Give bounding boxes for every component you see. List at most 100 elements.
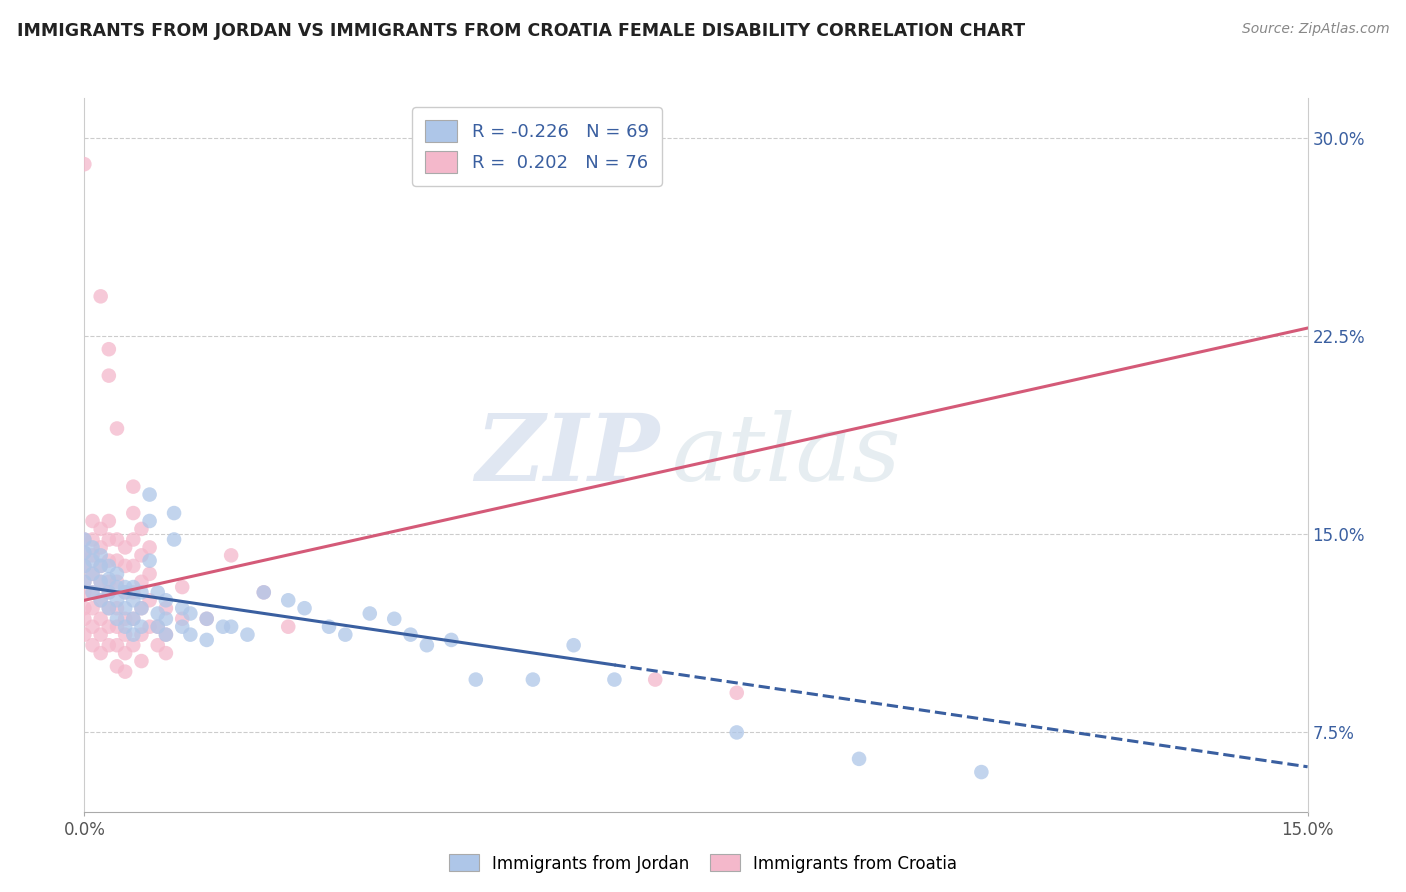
Point xyxy=(122,593,145,607)
Point xyxy=(122,480,145,494)
Point xyxy=(138,620,160,634)
Point xyxy=(90,646,112,660)
Point xyxy=(131,549,153,563)
Point xyxy=(73,157,96,171)
Point xyxy=(122,533,145,547)
Point xyxy=(82,601,104,615)
Point xyxy=(82,566,104,581)
Point xyxy=(644,673,666,687)
Point xyxy=(105,620,128,634)
Point xyxy=(73,585,96,599)
Point xyxy=(105,593,128,607)
Point xyxy=(131,574,153,589)
Point xyxy=(138,541,160,555)
Point xyxy=(73,533,96,547)
Point xyxy=(155,601,177,615)
Point xyxy=(131,601,153,615)
Point xyxy=(179,607,201,621)
Point xyxy=(82,554,104,568)
Point xyxy=(138,554,160,568)
Point xyxy=(105,421,128,435)
Point xyxy=(440,632,463,647)
Point xyxy=(82,541,104,555)
Point xyxy=(195,632,218,647)
Point xyxy=(73,546,96,560)
Point xyxy=(277,620,299,634)
Point xyxy=(97,342,120,356)
Text: IMMIGRANTS FROM JORDAN VS IMMIGRANTS FROM CROATIA FEMALE DISABILITY CORRELATION : IMMIGRANTS FROM JORDAN VS IMMIGRANTS FRO… xyxy=(17,22,1025,40)
Point xyxy=(122,558,145,573)
Point xyxy=(114,585,136,599)
Point xyxy=(146,607,169,621)
Point xyxy=(522,673,544,687)
Point xyxy=(82,533,104,547)
Point xyxy=(172,612,194,626)
Point xyxy=(114,620,136,634)
Point xyxy=(105,601,128,615)
Point xyxy=(82,620,104,634)
Point xyxy=(114,558,136,573)
Point xyxy=(163,533,186,547)
Point xyxy=(97,601,120,615)
Point xyxy=(97,585,120,599)
Point xyxy=(105,638,128,652)
Point xyxy=(195,612,218,626)
Legend: Immigrants from Jordan, Immigrants from Croatia: Immigrants from Jordan, Immigrants from … xyxy=(443,847,963,880)
Point xyxy=(105,566,128,581)
Point xyxy=(131,601,153,615)
Point xyxy=(212,620,235,634)
Point xyxy=(122,506,145,520)
Point xyxy=(399,627,422,641)
Point xyxy=(90,612,112,626)
Point xyxy=(219,549,242,563)
Point xyxy=(97,572,120,586)
Point xyxy=(114,585,136,599)
Point xyxy=(114,601,136,615)
Point xyxy=(277,593,299,607)
Point xyxy=(73,558,96,573)
Point xyxy=(97,574,120,589)
Point xyxy=(82,566,104,581)
Point xyxy=(562,638,585,652)
Point xyxy=(382,612,405,626)
Point xyxy=(219,620,242,634)
Point xyxy=(114,627,136,641)
Point xyxy=(73,574,96,589)
Point xyxy=(146,620,169,634)
Point xyxy=(236,627,259,641)
Point xyxy=(97,601,120,615)
Point xyxy=(97,533,120,547)
Point xyxy=(105,574,128,589)
Point xyxy=(122,585,145,599)
Point xyxy=(155,646,177,660)
Point xyxy=(122,612,145,626)
Point xyxy=(82,514,104,528)
Point xyxy=(97,558,120,573)
Point xyxy=(97,638,120,652)
Point xyxy=(253,585,276,599)
Point xyxy=(294,601,316,615)
Point xyxy=(105,580,128,594)
Text: ZIP: ZIP xyxy=(475,410,659,500)
Point xyxy=(90,558,112,573)
Point xyxy=(603,673,626,687)
Point xyxy=(172,580,194,594)
Point xyxy=(122,580,145,594)
Point xyxy=(105,533,128,547)
Point xyxy=(155,593,177,607)
Point xyxy=(131,522,153,536)
Point xyxy=(82,585,104,599)
Point xyxy=(73,627,96,641)
Point xyxy=(97,368,120,383)
Point xyxy=(114,612,136,626)
Point xyxy=(90,593,112,607)
Point xyxy=(335,627,357,641)
Point xyxy=(138,487,160,501)
Point xyxy=(73,558,96,573)
Point xyxy=(90,522,112,536)
Point xyxy=(73,612,96,626)
Point xyxy=(464,673,486,687)
Point xyxy=(131,620,153,634)
Point xyxy=(97,514,120,528)
Point xyxy=(131,654,153,668)
